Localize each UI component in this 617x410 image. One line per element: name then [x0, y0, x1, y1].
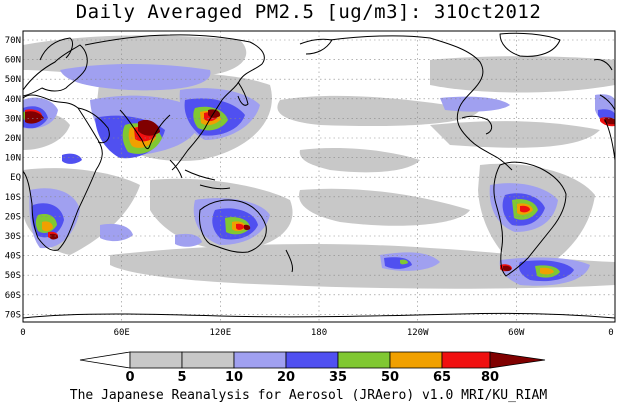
north-america-coast — [329, 35, 513, 171]
colorbar-label: 50 — [381, 370, 399, 385]
lon-label: 0 — [20, 328, 25, 338]
australia-coast — [199, 199, 267, 253]
colorbar-label: 5 — [177, 370, 186, 385]
level-80-plus — [25, 109, 615, 272]
south-america-coast — [493, 161, 567, 277]
antarctica-coast — [23, 312, 615, 319]
colorbar-label: 10 — [225, 370, 243, 385]
lat-label: 50N — [5, 75, 21, 85]
new-zealand — [285, 249, 293, 273]
lon-label: 180 — [311, 328, 327, 338]
lat-label: 30N — [5, 114, 21, 124]
lon-label: 0 — [608, 328, 613, 338]
map-title: Daily Averaged PM2.5 [ug/m3]: 31Oct2012 — [75, 1, 542, 23]
coastlines — [23, 32, 615, 319]
lat-label: 50S — [5, 271, 21, 281]
colorbar-min-arrow — [79, 351, 131, 369]
lat-label: 40S — [5, 252, 21, 262]
colorbar-swatch — [181, 351, 235, 369]
africa-coast — [23, 94, 103, 251]
lon-label: 60E — [114, 328, 130, 338]
colorbar-swatch — [441, 351, 491, 369]
lon-label: 60W — [508, 328, 525, 338]
gulf-mexico — [461, 115, 493, 135]
india-coast — [119, 109, 171, 150]
lat-label: EQ — [10, 173, 21, 183]
asia-coast — [84, 34, 265, 171]
alaska — [299, 38, 333, 55]
colorbar-label: 0 — [125, 370, 134, 385]
colorbar-label: 20 — [277, 370, 295, 385]
arabia-coast — [77, 107, 110, 144]
colorbar-swatch — [389, 351, 443, 369]
lat-label: 20S — [5, 212, 21, 222]
lat-label: 20N — [5, 134, 21, 144]
japan — [237, 81, 249, 106]
lat-label: 30S — [5, 232, 21, 242]
lat-label: 70S — [5, 310, 21, 320]
lat-label: 40N — [5, 95, 21, 105]
credit-line: The Japanese Reanalysis for Aerosol (JRA… — [69, 388, 548, 403]
lon-label: 120W — [407, 328, 429, 338]
pm25-field — [23, 35, 615, 289]
colorbar-label: 80 — [481, 370, 499, 385]
lat-label: 60N — [5, 56, 21, 66]
uk-iberia-right — [593, 59, 615, 111]
lat-label: 70N — [5, 36, 21, 46]
colorbar-swatch — [129, 351, 183, 369]
colorbar-swatch — [233, 351, 287, 369]
colorbar-max-arrow — [489, 351, 546, 369]
colorbar-label: 65 — [433, 370, 451, 385]
lat-label: 10S — [5, 193, 21, 203]
africa-right-edge — [604, 119, 615, 161]
colorbar-label: 35 — [329, 370, 347, 385]
colorbar — [79, 351, 546, 369]
colorbar-swatch — [337, 351, 391, 369]
scandinavia — [39, 37, 74, 61]
europe-coast — [23, 44, 88, 97]
colorbar-labels: 0 5 10 20 35 50 65 80 — [125, 370, 499, 385]
lat-label: 10N — [5, 154, 21, 164]
lat-label: 60S — [5, 291, 21, 301]
se-asia-islands — [169, 159, 231, 190]
latitude-labels: 70N 60N 50N 40N 30N 20N 10N EQ 10S 20S 3… — [5, 36, 21, 320]
gridlines — [23, 31, 615, 322]
lon-label: 120E — [209, 328, 231, 338]
longitude-labels: 0 60E 120E 180 120W 60W 0 — [20, 328, 613, 338]
greenland — [499, 32, 561, 57]
map-frame — [22, 30, 616, 323]
colorbar-swatch — [285, 351, 339, 369]
